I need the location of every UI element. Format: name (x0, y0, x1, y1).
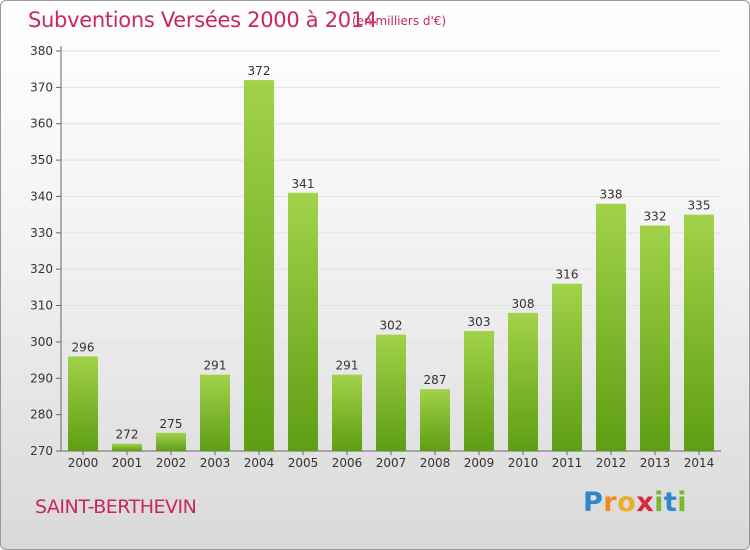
x-tick-label-2009: 2009 (464, 456, 495, 470)
x-tick-label-2004: 2004 (244, 456, 275, 470)
labels: 270 280 290 300 310 320 330 340 350 360 370 380 296 2… (30, 44, 714, 470)
x-tick-label-2010: 2010 (508, 456, 539, 470)
bar-2010 (508, 312, 538, 451)
x-tick-label-2002: 2002 (156, 456, 187, 470)
logo-letter: t (663, 487, 678, 518)
y-tick-label: 290 (30, 371, 53, 385)
x-tick-label-2001: 2001 (112, 456, 143, 470)
chart-title: Subventions Versées 2000 à 2014 (28, 8, 377, 32)
logo-letter: i (654, 487, 664, 518)
value-label-2008: 287 (424, 373, 447, 387)
value-label-2014: 335 (688, 199, 711, 213)
value-label-2013: 332 (644, 210, 667, 224)
commune-name: SAINT-BERTHEVIN (35, 496, 197, 518)
bar-2012 (596, 203, 626, 451)
x-tick-label-2006: 2006 (332, 456, 363, 470)
y-tick-label: 380 (30, 44, 53, 58)
bar-2006 (332, 374, 362, 451)
y-tick-label: 320 (30, 262, 53, 276)
value-label-2012: 338 (600, 188, 623, 202)
unit-note: (en milliers d'€) (352, 14, 447, 28)
bars (68, 80, 714, 451)
value-label-2007: 302 (380, 319, 403, 333)
x-tick-label-2011: 2011 (552, 456, 583, 470)
bar-2005 (288, 192, 318, 451)
bar-2004 (244, 80, 274, 451)
bar-2013 (640, 225, 670, 451)
bar-2009 (464, 331, 494, 451)
y-tick-label: 370 (30, 80, 53, 94)
logo-letter: x (636, 487, 655, 518)
x-tick-label-2005: 2005 (288, 456, 319, 470)
bar-2002 (156, 432, 186, 451)
value-label-2005: 341 (292, 177, 315, 191)
value-label-2000: 296 (72, 340, 95, 354)
y-tick-label: 310 (30, 299, 53, 313)
bar-2014 (684, 214, 714, 451)
x-tick-label-2013: 2013 (640, 456, 671, 470)
y-tick-label: 270 (30, 444, 53, 458)
bar-2003 (200, 374, 230, 451)
x-tick-label-2012: 2012 (596, 456, 627, 470)
bar-2000 (68, 356, 98, 451)
value-label-2010: 308 (512, 297, 535, 311)
value-label-2002: 275 (160, 417, 183, 431)
x-tick-label-2008: 2008 (420, 456, 451, 470)
value-label-2003: 291 (204, 359, 227, 373)
logo-letter: o (617, 487, 637, 518)
x-tick-label-2014: 2014 (684, 456, 715, 470)
x-tick-label-2003: 2003 (200, 456, 231, 470)
y-tick-label: 280 (30, 408, 53, 422)
value-label-2006: 291 (336, 359, 359, 373)
value-label-2004: 372 (248, 64, 271, 78)
y-tick-label: 330 (30, 226, 53, 240)
logo-letter: P (583, 487, 604, 518)
value-label-2011: 316 (556, 268, 579, 282)
y-tick-label: 350 (30, 153, 53, 167)
proxiti-logo[interactable]: Proxiti (583, 487, 687, 518)
logo-letter: i (677, 487, 688, 518)
logo-letter: r (603, 487, 618, 518)
value-label-2001: 272 (116, 428, 139, 442)
bar-2008 (420, 389, 450, 451)
y-tick-label: 300 (30, 335, 53, 349)
value-label-2009: 303 (468, 315, 491, 329)
bar-2007 (376, 334, 406, 451)
y-tick-label: 360 (30, 117, 53, 131)
bar-2001 (112, 443, 142, 451)
x-tick-label-2000: 2000 (68, 456, 99, 470)
x-tick-label-2007: 2007 (376, 456, 407, 470)
y-tick-label: 340 (30, 189, 53, 203)
bar-2011 (552, 283, 582, 451)
